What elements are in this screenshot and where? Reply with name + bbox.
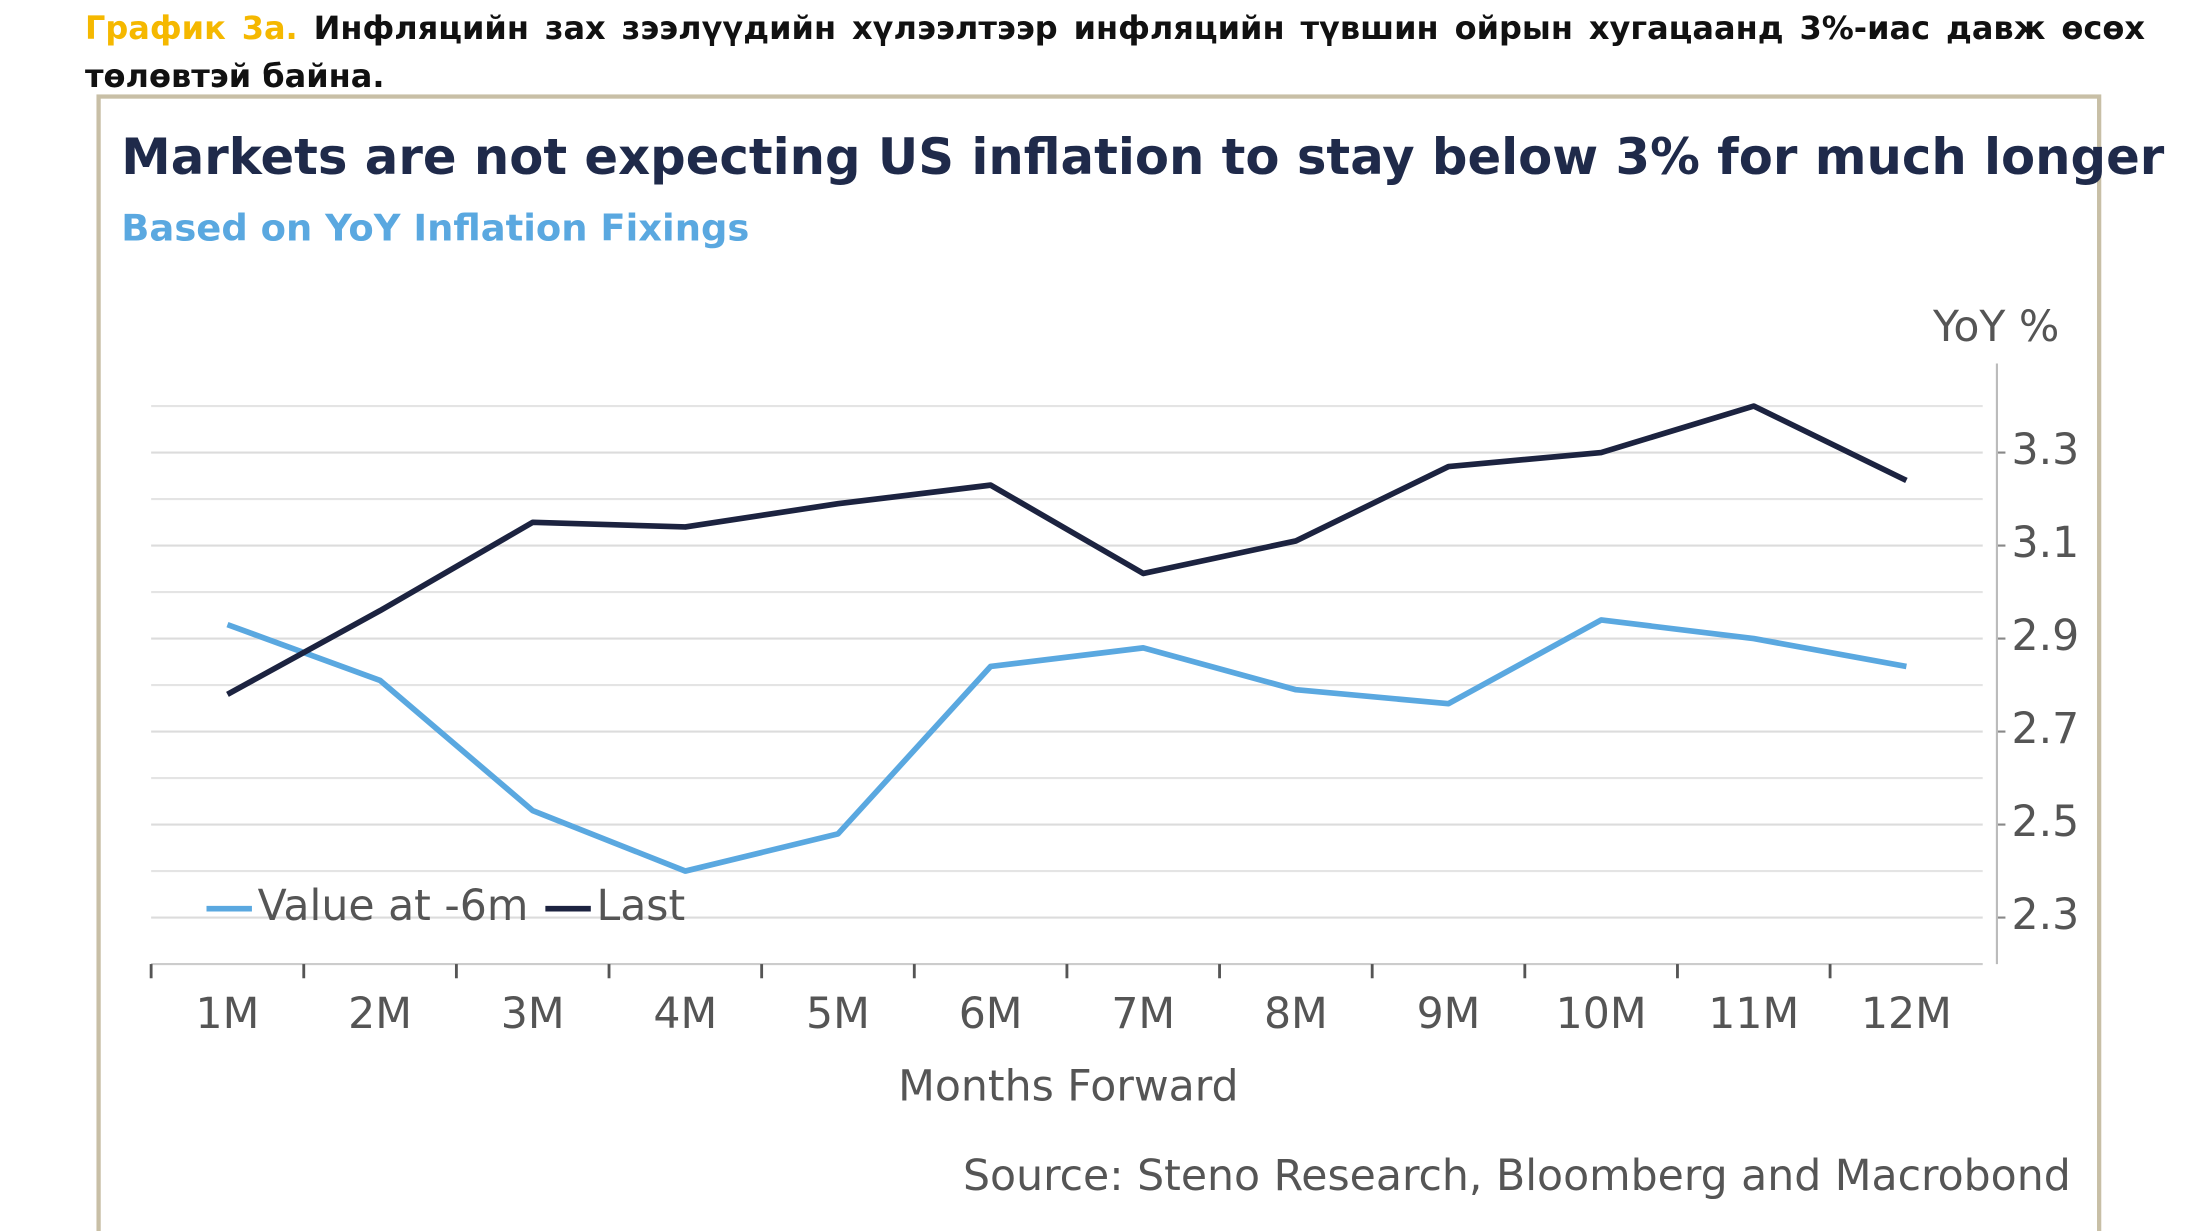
header: График 3a. Инфляцийн зах зээлүүдийн хүлэ… (85, 4, 2145, 100)
legend-label: Last (596, 881, 685, 931)
series-line (226, 617, 1907, 874)
x-tick-label: 1M (196, 989, 260, 1039)
legend-label: Value at -6m (258, 881, 529, 931)
y-tick-label: 3.1 (2012, 518, 2080, 568)
y-tick-label: 2.5 (2012, 797, 2080, 847)
y-tick-label: 2.9 (2012, 611, 2080, 661)
chart-frame (96, 94, 2102, 1231)
x-tick-label: 7M (1111, 989, 1175, 1039)
y-tick-label: 3.3 (2012, 425, 2080, 475)
x-tick-label: 2M (348, 989, 412, 1039)
series-line (226, 403, 1908, 697)
x-tick-label: 5M (806, 989, 870, 1039)
y-tick-label: 2.3 (2012, 890, 2080, 940)
chart-subtitle: Based on YoY Inflation Fixings (121, 207, 749, 250)
header-label: График 3a. (85, 9, 298, 47)
x-tick-label: 10M (1556, 989, 1647, 1039)
source: Source: Steno Research, Bloomberg and Ma… (963, 1151, 2071, 1201)
x-tick-label: 6M (959, 989, 1023, 1039)
x-tick-label: 4M (653, 989, 717, 1039)
x-axis-label: Months Forward (898, 1062, 1238, 1112)
chart-title: Markets are not expecting US inflation t… (121, 128, 2165, 186)
y-tick-label: 2.7 (2012, 704, 2080, 754)
x-tick-label: 11M (1708, 989, 1799, 1039)
header-text: Инфляцийн зах зээлүүдийн хүлээлтээр инфл… (85, 9, 2146, 95)
y-axis-label: YoY % (1932, 302, 2059, 352)
x-tick-label: 8M (1264, 989, 1328, 1039)
x-tick-label: 12M (1861, 989, 1952, 1039)
x-tick-label: 9M (1417, 989, 1481, 1039)
x-tick-label: 3M (501, 989, 565, 1039)
